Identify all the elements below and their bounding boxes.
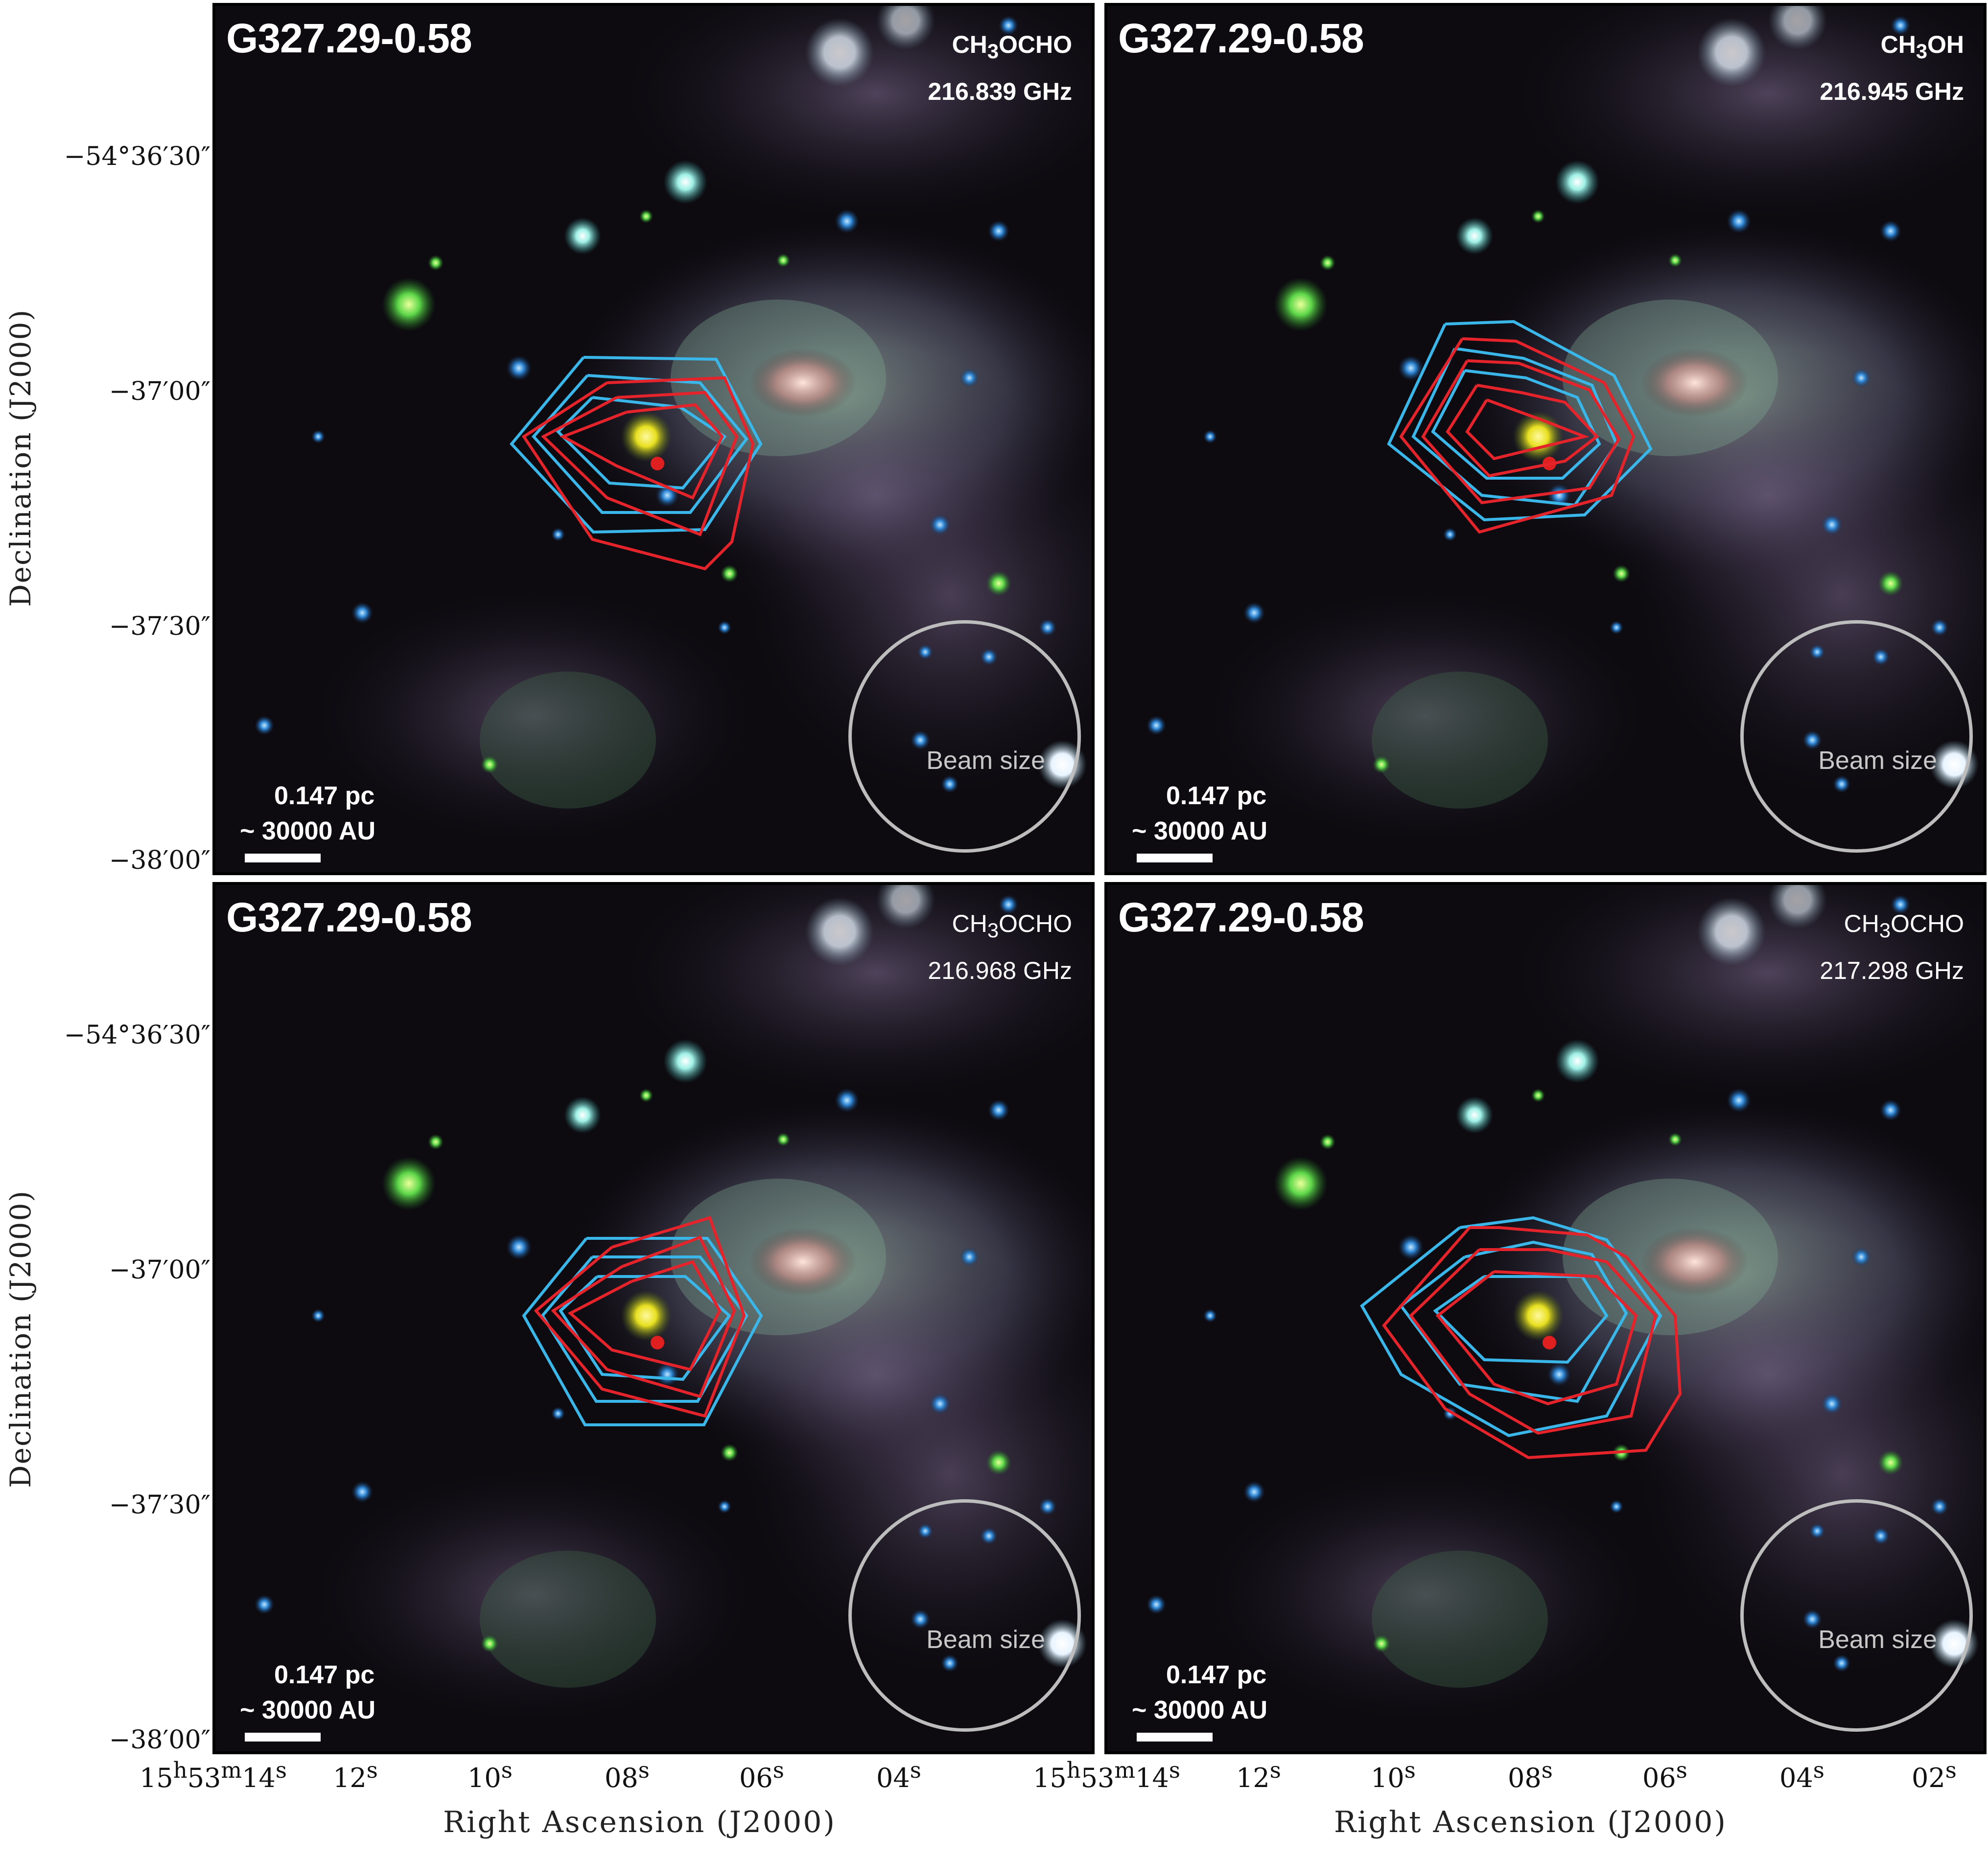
red-contour	[534, 1216, 746, 1418]
y-tick-label: −37′00″	[109, 377, 210, 406]
molecule-label: CH3OCHO 216.839 GHz	[876, 24, 1072, 112]
y-axis-label-bottom: Declination (J2000)	[4, 1189, 37, 1488]
red-contour	[540, 391, 739, 536]
x-tick-label: 15h53m14s	[1033, 1757, 1180, 1793]
scale-label: 0.147 pc ~ 30000 AU	[240, 1657, 375, 1728]
scale-au: ~ 30000 AU	[1132, 1696, 1268, 1724]
y-axis-label-top: Declination (J2000)	[4, 308, 37, 607]
beam-label: Beam size	[1818, 1626, 1937, 1654]
y-tick-label: −38′00″	[109, 846, 210, 875]
molecule-name: CH3OCHO	[1844, 910, 1964, 942]
scale-bar	[245, 1733, 321, 1742]
panel-top-left: G327.29-0.58 CH3OCHO 216.839 GHz Beam siz…	[212, 3, 1095, 875]
scale-bar	[1137, 1733, 1213, 1742]
x-axis-label-right: Right Ascension (J2000)	[1334, 1805, 1727, 1839]
x-tick-label: 12s	[1236, 1757, 1281, 1793]
y-tick-label: −38′00″	[109, 1725, 210, 1755]
scale-label: 0.147 pc ~ 30000 AU	[1132, 1657, 1267, 1728]
y-tick-label: −37′30″	[109, 612, 210, 641]
y-tick-label: −54°36′30″	[64, 1021, 210, 1050]
scale-pc: 0.147 pc	[1166, 782, 1267, 810]
x-tick-label: 04s	[1779, 1757, 1824, 1793]
x-tick-label: 10s	[468, 1757, 513, 1793]
red-contour	[1399, 337, 1636, 534]
red-contour	[551, 1235, 736, 1398]
scale-bar	[245, 854, 321, 862]
blue-contour	[1411, 347, 1618, 507]
beam-label: Beam size	[926, 1626, 1045, 1654]
x-tick-label: 15h53m14s	[140, 1757, 287, 1793]
scale-au: ~ 30000 AU	[1132, 817, 1268, 845]
scale-au: ~ 30000 AU	[240, 1696, 376, 1724]
molecule-label: CH3OH 216.945 GHz	[1768, 24, 1964, 112]
beam-label: Beam size	[926, 746, 1045, 775]
frequency-label: 217.298 GHz	[1820, 957, 1964, 984]
y-tick-label: −54°36′30″	[64, 142, 210, 171]
panel-bottom-left: G327.29-0.58 CH3OCHO 216.968 GHz Beam siz…	[212, 882, 1095, 1754]
x-tick-label: 06s	[739, 1757, 784, 1793]
y-tick-label: −37′30″	[109, 1490, 210, 1520]
red-contour	[559, 403, 724, 500]
x-tick-label: 06s	[1642, 1757, 1687, 1793]
x-tick-label: 08s	[605, 1757, 650, 1793]
panel-title: G327.29-0.58	[1118, 15, 1364, 61]
scale-au: ~ 30000 AU	[240, 817, 376, 845]
x-tick-label: 04s	[876, 1757, 921, 1793]
red-contour	[1409, 1248, 1658, 1435]
blue-contour	[531, 374, 748, 514]
panel-title: G327.29-0.58	[226, 15, 472, 61]
scale-pc: 0.147 pc	[274, 782, 375, 810]
scale-pc: 0.147 pc	[274, 1661, 375, 1689]
x-tick-label: 12s	[333, 1757, 378, 1793]
contour-overlay	[1360, 1216, 1682, 1460]
blue-contour	[1399, 1240, 1628, 1403]
scale-label: 0.147 pc ~ 30000 AU	[240, 778, 375, 849]
molecule-label: CH3OCHO 217.298 GHz	[1768, 904, 1964, 991]
blue-contour	[1433, 1275, 1609, 1364]
molecule-name: CH3OH	[1880, 31, 1964, 63]
blue-contour	[510, 356, 763, 534]
red-contour	[1435, 1270, 1638, 1406]
molecule-name: CH3OCHO	[952, 910, 1072, 942]
contour-overlay	[1387, 320, 1653, 534]
beam-circle	[1740, 1499, 1973, 1732]
beam-circle	[1740, 620, 1973, 853]
beam-circle	[848, 1499, 1081, 1732]
blue-contour	[522, 1237, 763, 1426]
x-tick-label: 02s	[1912, 1757, 1957, 1793]
blue-contour	[1360, 1216, 1662, 1438]
red-contour	[1382, 1226, 1682, 1460]
molecule-label: CH3OCHO 216.968 GHz	[876, 904, 1072, 991]
panel-top-right: G327.29-0.58 CH3OH 216.945 GHz Beam size …	[1104, 3, 1987, 875]
molecule-name: CH3OCHO	[952, 31, 1072, 63]
blue-contour	[1431, 369, 1601, 480]
blue-contour	[540, 1255, 748, 1403]
contour-overlay	[510, 356, 763, 571]
red-contour	[1446, 384, 1599, 478]
frequency-label: 216.839 GHz	[928, 78, 1072, 105]
panel-title: G327.29-0.58	[226, 894, 472, 940]
red-contour	[1465, 398, 1590, 461]
x-tick-label: 10s	[1371, 1757, 1416, 1793]
beam-circle	[848, 620, 1081, 853]
scale-bar	[1137, 854, 1213, 862]
frequency-label: 216.968 GHz	[928, 957, 1072, 984]
red-contour	[567, 1260, 722, 1371]
panel-title: G327.29-0.58	[1118, 894, 1364, 940]
blue-contour	[1387, 320, 1653, 522]
y-tick-label: −37′00″	[109, 1255, 210, 1285]
x-axis-label-left: Right Ascension (J2000)	[443, 1805, 836, 1839]
red-contour	[1421, 359, 1621, 505]
frequency-label: 216.945 GHz	[1820, 78, 1964, 105]
beam-label: Beam size	[1818, 746, 1937, 775]
scale-pc: 0.147 pc	[1166, 1661, 1267, 1689]
contour-overlay	[522, 1216, 763, 1426]
red-contour	[521, 376, 755, 571]
scale-label: 0.147 pc ~ 30000 AU	[1132, 778, 1267, 849]
x-tick-label: 08s	[1508, 1757, 1553, 1793]
blue-contour	[559, 1275, 732, 1381]
panel-bottom-right: G327.29-0.58 CH3OCHO 217.298 GHz Beam siz…	[1104, 882, 1987, 1754]
